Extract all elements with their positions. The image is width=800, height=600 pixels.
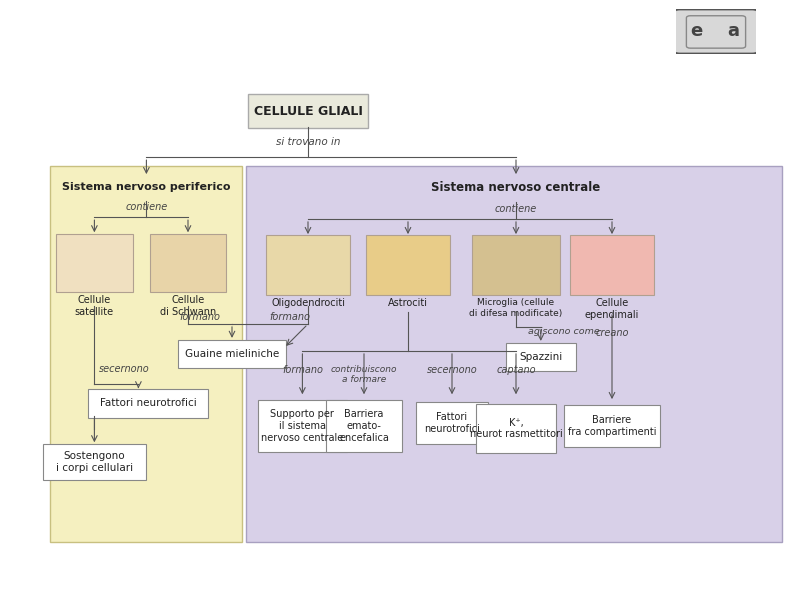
Text: contribuiscono
a formare: contribuiscono a formare — [330, 365, 398, 384]
FancyBboxPatch shape — [570, 235, 654, 295]
Text: Sistema nervoso centrale: Sistema nervoso centrale — [431, 181, 601, 194]
FancyBboxPatch shape — [326, 400, 402, 452]
Text: Fattori neurotrofici: Fattori neurotrofici — [100, 398, 196, 408]
FancyBboxPatch shape — [88, 389, 208, 418]
Text: Barriere
fra compartimenti: Barriere fra compartimenti — [568, 415, 656, 437]
FancyBboxPatch shape — [246, 166, 782, 542]
FancyBboxPatch shape — [366, 235, 450, 295]
Text: Guaine mieliniche: Guaine mieliniche — [185, 349, 279, 359]
Text: Cellule
ependimali: Cellule ependimali — [585, 298, 639, 320]
FancyBboxPatch shape — [506, 343, 576, 371]
FancyBboxPatch shape — [43, 444, 146, 480]
Text: Supporto per
il sistema
nervoso centrale: Supporto per il sistema nervoso centrale — [262, 409, 343, 443]
Text: CELLULE GLIALI: CELLULE GLIALI — [254, 104, 362, 118]
Text: e: e — [690, 22, 702, 40]
Text: formano: formano — [282, 365, 323, 375]
FancyBboxPatch shape — [472, 235, 560, 295]
Text: formano: formano — [269, 312, 310, 322]
Text: Cellule
satellite: Cellule satellite — [75, 295, 114, 317]
Text: Cellule
di Schwann: Cellule di Schwann — [160, 295, 216, 317]
Text: si trovano in: si trovano in — [276, 137, 340, 147]
FancyBboxPatch shape — [248, 94, 369, 128]
Text: contiene: contiene — [126, 202, 167, 212]
FancyBboxPatch shape — [686, 16, 746, 48]
FancyBboxPatch shape — [50, 166, 242, 542]
FancyBboxPatch shape — [258, 400, 347, 452]
Text: secernono: secernono — [426, 365, 478, 375]
Text: Astrociti: Astrociti — [388, 298, 428, 308]
Text: Sistema nervoso periferico: Sistema nervoso periferico — [62, 182, 230, 192]
FancyBboxPatch shape — [563, 404, 661, 448]
Text: secernono: secernono — [98, 364, 150, 374]
FancyBboxPatch shape — [475, 404, 557, 452]
FancyBboxPatch shape — [266, 235, 350, 295]
Text: Sostengono
i corpi cellulari: Sostengono i corpi cellulari — [56, 451, 133, 473]
Text: Fattori
neurotrofici: Fattori neurotrofici — [424, 412, 480, 434]
Text: Oligodendrociti: Oligodendrociti — [271, 298, 345, 308]
FancyBboxPatch shape — [56, 234, 133, 292]
FancyBboxPatch shape — [150, 234, 226, 292]
Text: agiscono come: agiscono come — [528, 328, 600, 336]
Text: Microglia (cellule
di difesa modificate): Microglia (cellule di difesa modificate) — [470, 298, 562, 317]
Text: captano: captano — [496, 365, 536, 375]
Text: creano: creano — [595, 328, 629, 338]
Text: Barriera
emato-
encefalica: Barriera emato- encefalica — [339, 409, 389, 443]
FancyBboxPatch shape — [178, 340, 286, 368]
Text: Spazzini: Spazzini — [519, 352, 562, 362]
Text: contiene: contiene — [495, 204, 537, 214]
FancyBboxPatch shape — [674, 9, 758, 54]
Text: a: a — [728, 22, 740, 40]
FancyBboxPatch shape — [416, 402, 488, 444]
Text: K⁺,
neurot rasmettitori: K⁺, neurot rasmettitori — [470, 418, 562, 439]
Text: formano: formano — [179, 312, 220, 322]
